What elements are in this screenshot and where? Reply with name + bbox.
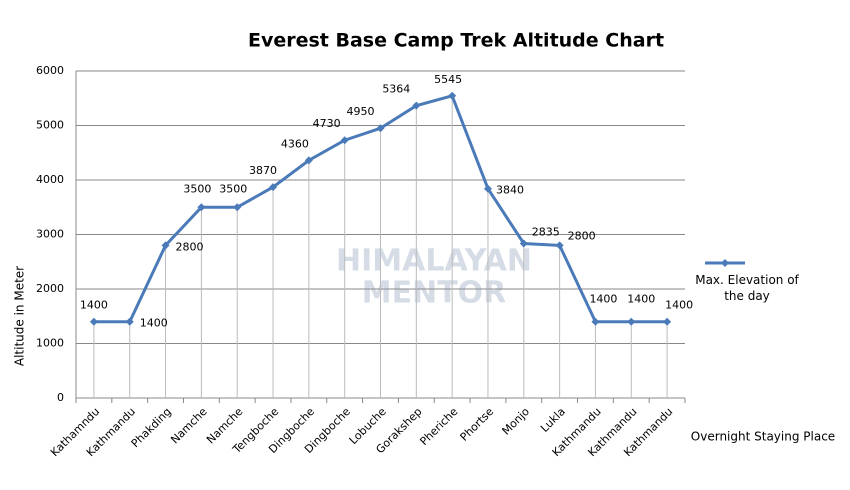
data-label: 3870 bbox=[249, 164, 277, 177]
watermark: HIMALAYAN bbox=[336, 244, 532, 279]
point bbox=[340, 136, 349, 145]
data-label: 3840 bbox=[496, 184, 524, 197]
point bbox=[555, 241, 564, 250]
y-tick-label: 4000 bbox=[36, 173, 64, 186]
data-label: 2800 bbox=[568, 229, 596, 242]
point bbox=[197, 203, 206, 212]
point bbox=[519, 239, 528, 248]
chart-title: Everest Base Camp Trek Altitude Chart bbox=[248, 30, 664, 52]
point bbox=[269, 183, 278, 192]
point bbox=[663, 317, 672, 326]
y-tick-label: 2000 bbox=[36, 282, 64, 295]
data-label: 4360 bbox=[281, 137, 309, 150]
point bbox=[89, 317, 98, 326]
legend-label: Max. Elevation of the day bbox=[695, 273, 799, 303]
y-tick-label: 1000 bbox=[36, 337, 64, 350]
point bbox=[483, 184, 492, 193]
legend-marker bbox=[721, 259, 729, 267]
point bbox=[448, 91, 457, 100]
data-label: 1400 bbox=[140, 317, 168, 330]
x-tick-label: Namche bbox=[168, 405, 210, 447]
watermark: MENTOR bbox=[362, 276, 507, 311]
y-tick-label: 6000 bbox=[36, 64, 64, 77]
point bbox=[304, 156, 313, 165]
x-tick-label: Lukla bbox=[538, 405, 568, 435]
data-label: 2835 bbox=[532, 225, 560, 238]
point bbox=[161, 241, 170, 250]
data-label: 1400 bbox=[80, 299, 108, 312]
data-label: 5545 bbox=[434, 73, 462, 86]
y-tick-label: 5000 bbox=[36, 119, 64, 132]
data-label: 1400 bbox=[589, 293, 617, 306]
x-axis-title: Overnight Staying Place bbox=[691, 430, 835, 444]
x-tick-label: Monjo bbox=[500, 405, 533, 438]
point bbox=[627, 317, 636, 326]
data-label: 3500 bbox=[219, 182, 247, 195]
data-label: 4730 bbox=[313, 117, 341, 130]
y-axis-title: Altitude in Meter bbox=[13, 266, 27, 366]
point bbox=[591, 317, 600, 326]
point bbox=[376, 124, 385, 133]
x-tick-label: Pheriche bbox=[417, 405, 460, 448]
data-label: 3500 bbox=[183, 182, 211, 195]
x-tick-label: Phortse bbox=[458, 405, 497, 444]
point bbox=[233, 203, 242, 212]
y-tick-label: 3000 bbox=[36, 228, 64, 241]
data-label: 2800 bbox=[176, 240, 204, 253]
data-label: 1400 bbox=[665, 299, 693, 312]
data-label: 4950 bbox=[347, 105, 375, 118]
point bbox=[412, 101, 421, 110]
point bbox=[125, 317, 134, 326]
data-label: 5364 bbox=[382, 83, 410, 96]
data-label: 1400 bbox=[627, 293, 655, 306]
y-tick-label: 0 bbox=[57, 391, 64, 404]
